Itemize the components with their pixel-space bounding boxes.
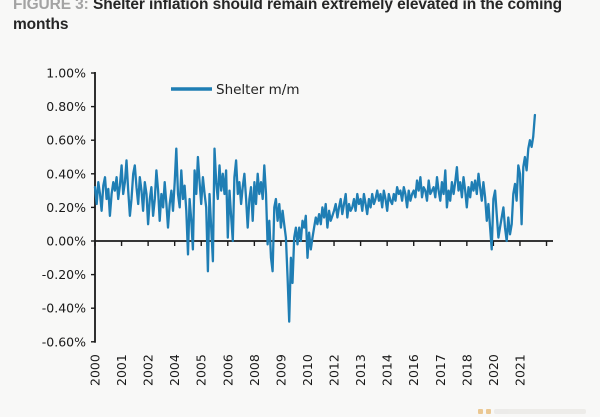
x-axis-label: 2012 <box>327 354 342 386</box>
x-axis-label: 2000 <box>88 354 103 386</box>
x-axis-label: 2010 <box>300 354 315 386</box>
watermark-logo <box>478 405 586 417</box>
x-axis-label: 2009 <box>273 354 288 386</box>
watermark-square-icon <box>478 408 483 414</box>
shelter-mm-series-line <box>93 113 537 323</box>
y-axis-label: -0.40% <box>42 301 86 316</box>
figure-number-label: FIGURE 3: <box>13 0 89 13</box>
y-axis-label: 0.80% <box>46 99 86 114</box>
x-axis-label: 2020 <box>486 354 501 386</box>
watermark-square-icon <box>486 408 491 414</box>
y-axis-label: 0.60% <box>46 133 86 148</box>
y-axis-label: 0.40% <box>46 166 86 181</box>
x-axis-label: 2002 <box>141 354 156 386</box>
watermark-text-strip <box>494 408 586 414</box>
x-axis-label: 2021 <box>512 354 527 386</box>
x-axis-label: 2013 <box>353 354 368 386</box>
figure-title: FIGURE 3: Shelter inflation should remai… <box>13 0 575 35</box>
x-axis-label: 2018 <box>459 354 474 386</box>
y-axis-label: 0.20% <box>46 200 86 215</box>
x-axis-label: 2017 <box>433 354 448 386</box>
x-axis-label: 2005 <box>194 354 209 386</box>
x-axis-label: 2004 <box>167 354 182 386</box>
legend-label: Shelter m/m <box>216 82 299 98</box>
y-axis-label: -0.60% <box>42 334 86 349</box>
x-axis-label: 2016 <box>406 354 421 386</box>
y-axis-label: 0.00% <box>46 234 86 249</box>
x-axis-label: 2001 <box>114 354 129 386</box>
x-axis-label: 2008 <box>247 354 262 386</box>
figure-title-text: Shelter inflation should remain extremel… <box>13 0 563 33</box>
y-axis-label: 1.00% <box>46 66 86 81</box>
x-axis-label: 2014 <box>380 354 395 386</box>
x-axis-label: 2006 <box>220 354 235 386</box>
y-axis-label: -0.20% <box>42 267 86 282</box>
